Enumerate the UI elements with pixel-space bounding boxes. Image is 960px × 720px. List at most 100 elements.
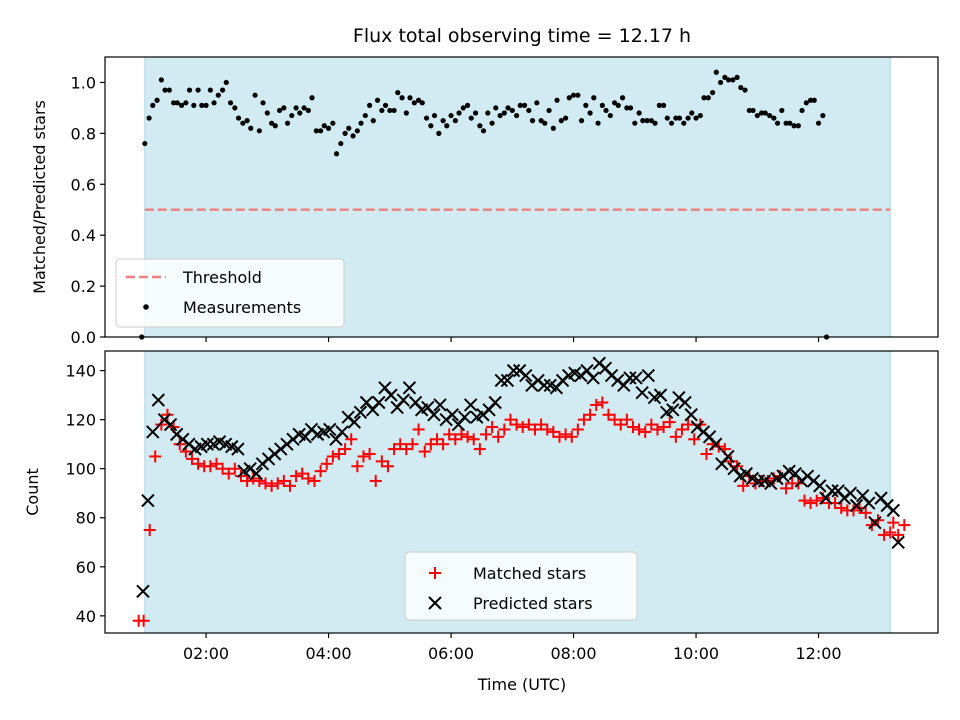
measurement-point [428,123,434,129]
measurement-point [799,107,805,114]
matched-stars-point [602,408,615,421]
measurement-point [661,102,667,108]
legend-predicted-swatch [428,596,442,610]
ratio-y-tick-label: 0.0 [71,328,96,347]
matched-stars-point [247,472,260,485]
measurement-point [232,105,238,111]
measurement-point [676,115,683,121]
measurement-point [391,107,397,114]
predicted-stars-point [825,484,839,498]
predicted-stars-point [537,378,551,393]
matched-stars-point [584,408,597,421]
measurement-point [612,100,618,106]
measurement-point [514,112,520,119]
measurement-point [636,110,642,116]
measurement-point [779,107,785,114]
matched-stars-point [455,428,468,441]
measurement-point [293,105,299,111]
measurement-point [554,97,560,103]
measurement-point [644,118,650,124]
measurement-point [325,125,332,131]
predicted-stars-point [463,398,478,412]
predicted-stars-point [384,388,398,402]
measurement-point [697,112,703,119]
measurement-point [578,118,585,124]
measurement-point [423,115,430,121]
matched-stars-point [308,474,321,487]
measurement-point [142,140,148,147]
measurement-point [587,110,593,116]
matched-stars-point [351,460,364,473]
measurement-point [235,115,242,121]
matched-stars-point [688,433,701,446]
matched-stars-point [437,438,450,451]
matched-stars-point [571,423,584,436]
matched-stars-point [241,474,254,487]
measurement-point [754,112,760,119]
measurement-point [558,118,564,124]
measurement-point [358,120,364,126]
ratio-y-tick-label: 0.8 [71,124,96,143]
predicted-stars-point [200,437,214,451]
measurement-point [529,118,536,124]
matched-stars-point [412,423,425,436]
measurement-point [607,112,613,119]
measurement-point [387,107,393,114]
measurement-point [615,102,621,108]
measurement-point [509,107,515,114]
predicted-stars-point [500,373,515,388]
measurement-point [738,84,744,91]
measurement-point [440,118,446,124]
measurement-point [521,102,528,108]
measurement-point [656,102,662,108]
measurement-point [281,105,287,111]
measurement-point [742,87,748,93]
matched-stars-point [216,462,229,475]
measurement-point [730,77,736,83]
predicted-stars-point [891,535,905,549]
matched-stars-point [234,470,247,483]
matched-stars-point [143,524,156,537]
measurement-point [517,102,523,108]
matched-stars-point [626,421,639,434]
matched-stars-point [222,467,235,480]
measurement-point [783,120,789,126]
predicted-stars-point [457,410,472,424]
measurement-point [546,107,552,114]
count-y-tick-label: 80 [76,509,96,528]
predicted-stars-point [372,395,386,410]
measurement-point [480,128,487,134]
matched-stars-point [700,447,713,460]
matched-stars-point [847,504,860,517]
matched-stars-point [388,443,401,456]
matched-stars-point [479,428,492,441]
matched-stars-point [314,465,327,478]
measurement-point [297,110,303,116]
predicted-stars-point [653,388,668,402]
measurement-point [448,112,454,119]
measurement-point [766,112,773,119]
measurement-point [734,74,740,80]
matched-stars-point [486,421,499,434]
measurement-point [269,120,275,126]
matched-stars-point [210,457,223,470]
measurement-point [505,105,511,111]
measurement-point [333,151,340,157]
matched-stars-point [547,425,560,438]
matched-stars-point [443,428,456,441]
predicted-stars-point [886,503,900,518]
measurement-point [493,105,499,111]
matched-stars-point [290,470,303,483]
matched-stars-point [522,418,535,431]
measurement-point [321,123,327,129]
measurement-point [791,123,797,129]
predicted-stars-point [862,496,876,510]
matched-stars-point [430,433,443,446]
matched-stars-point [859,506,872,519]
measurement-point [191,102,197,108]
measurement-point [403,110,409,116]
predicted-stars-point [708,437,723,451]
predicted-stars-point [163,417,178,432]
measurement-point [318,128,324,134]
matched-stars-point [608,413,621,426]
